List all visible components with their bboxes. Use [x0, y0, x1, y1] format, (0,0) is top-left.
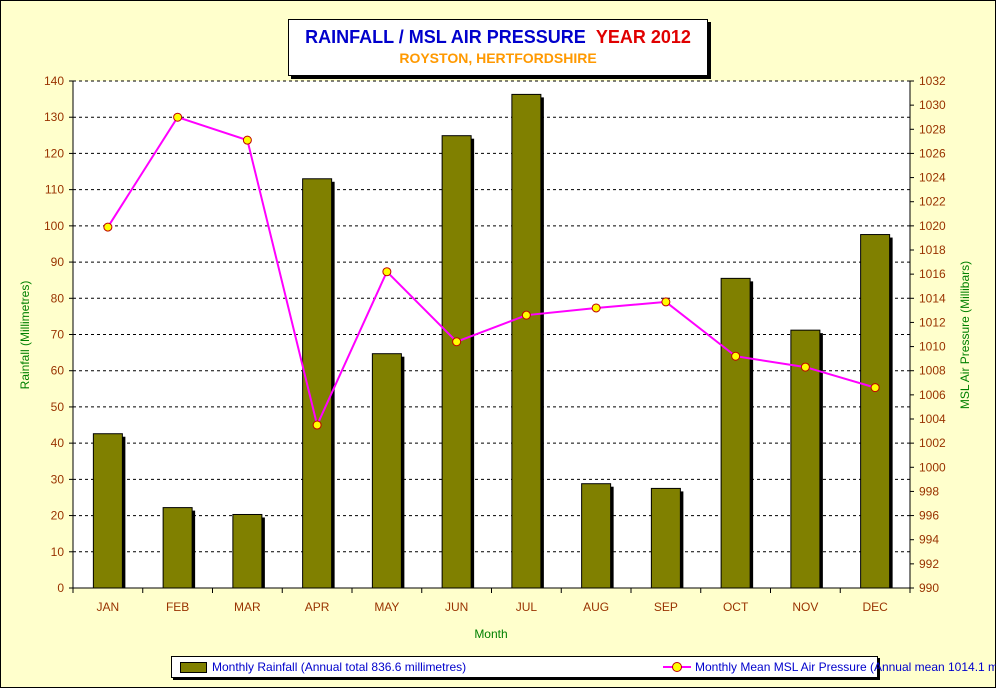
left-tick-label: 100: [44, 219, 64, 233]
left-tick-label: 60: [51, 364, 65, 378]
right-tick-label: 1010: [919, 340, 946, 354]
pressure-point: [521, 310, 531, 320]
bar: [371, 353, 402, 589]
bar: [860, 234, 891, 589]
right-tick-label: 1020: [919, 219, 946, 233]
right-tick-label: 1018: [919, 243, 946, 257]
bar: [232, 513, 263, 589]
left-tick-label: 0: [57, 581, 64, 595]
left-tick-label: 140: [44, 74, 64, 88]
left-tick-label: 130: [44, 110, 64, 124]
plot-area: [73, 81, 910, 588]
chart-year: YEAR 2012: [595, 27, 691, 47]
legend-bar-swatch: [180, 662, 207, 673]
x-axis-ticks: JAN FEB MAR APR MAY JUN JUL AUG SEP OCT NOV DEC: [72, 588, 911, 614]
chart-subtitle: ROYSTON, HERTFORDSHIRE: [399, 50, 597, 66]
x-tick-label: JAN: [97, 600, 120, 614]
x-tick-label: JUN: [445, 600, 468, 614]
right-tick-label: 1014: [919, 291, 946, 305]
left-tick-label: 10: [51, 545, 65, 559]
rainfall-bars: [92, 93, 893, 589]
pressure-point: [870, 383, 880, 393]
bar: [441, 135, 472, 589]
right-tick-label: 1002: [919, 436, 946, 450]
right-tick-label: 1004: [919, 412, 946, 426]
x-axis-title: Month: [474, 627, 507, 641]
pressure-point: [103, 222, 113, 232]
pressure-point: [242, 135, 252, 145]
right-tick-label: 1032: [919, 74, 946, 88]
right-tick-label: 1024: [919, 171, 946, 185]
right-tick-label: 998: [919, 484, 939, 498]
x-tick-label: OCT: [723, 600, 749, 614]
bar: [511, 93, 542, 589]
right-axis-ticks: 990 992 994 996 998 1000 1002 1004 1006 1008 1010 1…: [910, 74, 946, 595]
right-tick-label: 1028: [919, 122, 946, 136]
right-tick-label: 1000: [919, 460, 946, 474]
left-tick-label: 80: [51, 291, 65, 305]
bar: [650, 487, 681, 589]
left-tick-label: 110: [45, 183, 64, 197]
x-tick-label: SEP: [654, 600, 678, 614]
left-tick-label: 20: [51, 509, 65, 523]
x-tick-label: MAY: [374, 600, 399, 614]
right-tick-label: 990: [919, 581, 939, 595]
left-tick-label: 90: [51, 255, 65, 269]
pressure-point: [800, 362, 810, 372]
legend: Monthly Rainfall (Annual total 836.6 mil…: [171, 656, 996, 678]
pressure-point: [452, 337, 462, 347]
x-tick-label: NOV: [792, 600, 818, 614]
x-tick-label: MAR: [234, 600, 261, 614]
pressure-point: [731, 351, 741, 361]
pressure-point: [661, 297, 671, 307]
right-tick-label: 1026: [919, 146, 946, 160]
right-tick-label: 1030: [919, 98, 946, 112]
bar: [720, 277, 751, 589]
pressure-point: [382, 267, 392, 277]
left-tick-label: 30: [51, 472, 65, 486]
bar: [162, 507, 193, 589]
pressure-point: [591, 303, 601, 313]
gridlines: [73, 80, 910, 588]
right-axis-title: MSL Air Pressure (Millibars): [958, 261, 972, 409]
bar: [790, 329, 821, 589]
x-tick-label: JUL: [516, 600, 538, 614]
pressure-point: [312, 420, 322, 430]
left-tick-label: 120: [44, 146, 64, 160]
left-tick-label: 70: [51, 328, 65, 342]
legend-rain-label: Monthly Rainfall (Annual total 836.6 mil…: [212, 660, 467, 674]
legend-pressure-label: Monthly Mean MSL Air Pressure (Annual me…: [695, 660, 996, 674]
right-tick-label: 1012: [919, 315, 946, 329]
right-tick-label: 992: [919, 557, 939, 571]
right-tick-label: 996: [919, 509, 939, 523]
left-axis-ticks: 0 10 20 30 40 50 60 70 80 90 100 110 120 130 140: [44, 74, 73, 595]
legend-marker-swatch: [672, 662, 682, 672]
left-axis-title: Rainfall (Millimetres): [18, 281, 32, 390]
x-tick-label: APR: [305, 600, 330, 614]
right-tick-label: 1022: [919, 195, 946, 209]
right-tick-label: 1008: [919, 364, 946, 378]
right-tick-label: 1016: [919, 267, 946, 281]
bar: [92, 433, 123, 589]
pressure-point: [173, 112, 183, 122]
chart-title-box: RAINFALL / MSL AIR PRESSURE YEAR 2012 ROY…: [288, 19, 708, 76]
left-tick-label: 40: [51, 436, 65, 450]
pressure-line-series: [103, 112, 880, 430]
right-tick-label: 994: [919, 533, 939, 547]
chart-title: RAINFALL / MSL AIR PRESSURE: [305, 27, 586, 47]
left-tick-label: 50: [51, 400, 65, 414]
x-tick-label: AUG: [583, 600, 609, 614]
bar: [581, 483, 612, 589]
right-tick-label: 1006: [919, 388, 946, 402]
pressure-line: [107, 116, 876, 429]
x-tick-label: DEC: [862, 600, 888, 614]
x-tick-label: FEB: [166, 600, 189, 614]
